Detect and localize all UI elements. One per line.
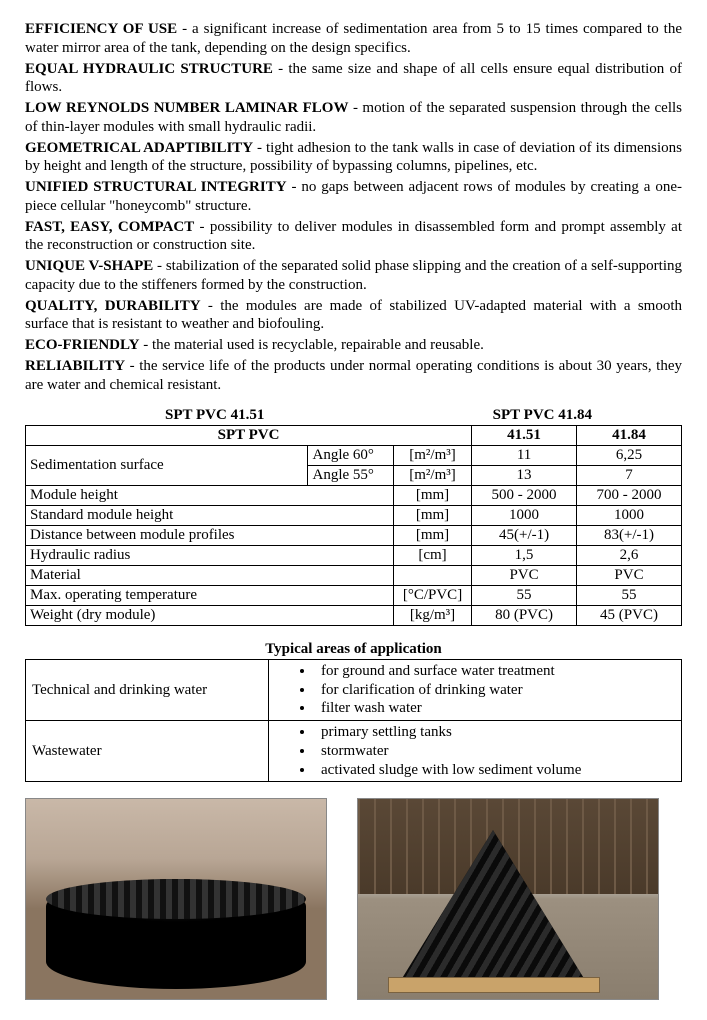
cell-label: Distance between module profiles	[26, 526, 394, 546]
applications-table: Technical and drinking water for ground …	[25, 659, 682, 783]
feature-item: RELIABILITY - the service life of the pr…	[25, 357, 682, 395]
product-photo-circular-module	[25, 798, 327, 1000]
cell-label: Material	[26, 566, 394, 586]
val-a60-2: 6,25	[577, 446, 682, 466]
cell-v1: 500 - 2000	[472, 486, 577, 506]
cell-label: Weight (dry module)	[26, 606, 394, 626]
cell-v1: 45(+/-1)	[472, 526, 577, 546]
spec-top-labels: SPT PVC 41.51 SPT PVC 41.84	[25, 406, 682, 425]
cell-unit: [mm]	[393, 506, 471, 526]
app-waste-label: Wastewater	[26, 721, 269, 782]
list-item: activated sludge with low sediment volum…	[315, 761, 675, 780]
feature-item: QUALITY, DURABILITY - the modules are ma…	[25, 297, 682, 335]
cell-label: Hydraulic radius	[26, 546, 394, 566]
feature-term: UNIFIED STRUCTURAL INTEGRITY	[25, 179, 287, 195]
cell-v1: 1000	[472, 506, 577, 526]
cell-v2: 55	[577, 586, 682, 606]
spec-top-left: SPT PVC 41.51	[165, 406, 264, 425]
cell-v2: 2,6	[577, 546, 682, 566]
applications-title: Typical areas of application	[25, 640, 682, 659]
table-row: Max. operating temperature [°C/PVC] 55 5…	[26, 586, 682, 606]
app-tech-label: Technical and drinking water	[26, 659, 269, 720]
feature-term: UNIQUE V-SHAPE	[25, 258, 153, 274]
product-photo-v-shape-module	[357, 798, 659, 1000]
spec-col-4184: 41.84	[577, 426, 682, 446]
list-item: for clarification of drinking water	[315, 681, 675, 700]
list-item: primary settling tanks	[315, 723, 675, 742]
cell-label: Module height	[26, 486, 394, 506]
table-row: Distance between module profiles [mm] 45…	[26, 526, 682, 546]
cell-unit: [°C/PVC]	[393, 586, 471, 606]
photo-row	[25, 798, 682, 1000]
cell-v1: PVC	[472, 566, 577, 586]
app-waste-items: primary settling tanksstormwateractivate…	[269, 721, 682, 782]
table-row: Module height [mm] 500 - 2000 700 - 2000	[26, 486, 682, 506]
list-item: filter wash water	[315, 699, 675, 718]
val-a60-1: 11	[472, 446, 577, 466]
val-a55-2: 7	[577, 466, 682, 486]
angle60: Angle 60°	[308, 446, 393, 466]
feature-item: UNIQUE V-SHAPE - stabilization of the se…	[25, 257, 682, 295]
cell-v2: 1000	[577, 506, 682, 526]
spec-top-right: SPT PVC 41.84	[493, 406, 592, 425]
list-item: stormwater	[315, 742, 675, 761]
feature-term: GEOMETRICAL ADAPTIBILITY	[25, 140, 253, 156]
app-tech-items: for ground and surface water treatmentfo…	[269, 659, 682, 720]
row-sed-surface: Sedimentation surface	[26, 446, 308, 486]
cell-v2: 700 - 2000	[577, 486, 682, 506]
feature-desc: - the material used is recyclable, repai…	[139, 337, 483, 353]
feature-term: RELIABILITY	[25, 358, 125, 374]
cell-unit: [mm]	[393, 526, 471, 546]
cell-unit: [mm]	[393, 486, 471, 506]
cell-v2: 83(+/-1)	[577, 526, 682, 546]
feature-item: FAST, EASY, COMPACT - possibility to del…	[25, 218, 682, 256]
cell-label: Standard module height	[26, 506, 394, 526]
cell-v1: 55	[472, 586, 577, 606]
feature-item: EFFICIENCY OF USE - a significant increa…	[25, 20, 682, 58]
table-row: Standard module height [mm] 1000 1000	[26, 506, 682, 526]
feature-item: UNIFIED STRUCTURAL INTEGRITY - no gaps b…	[25, 178, 682, 216]
feature-term: QUALITY, DURABILITY	[25, 298, 201, 314]
cell-v1: 80 (PVC)	[472, 606, 577, 626]
spec-group-header: SPT PVC	[26, 426, 472, 446]
cell-label: Max. operating temperature	[26, 586, 394, 606]
feature-item: GEOMETRICAL ADAPTIBILITY - tight adhesio…	[25, 139, 682, 177]
val-a55-1: 13	[472, 466, 577, 486]
feature-term: LOW REYNOLDS NUMBER LAMINAR FLOW	[25, 100, 348, 116]
cell-v2: PVC	[577, 566, 682, 586]
spec-col-4151: 41.51	[472, 426, 577, 446]
feature-term: ECO-FRIENDLY	[25, 337, 139, 353]
cell-v1: 1,5	[472, 546, 577, 566]
cell-v2: 45 (PVC)	[577, 606, 682, 626]
table-row: Weight (dry module) [kg/m³] 80 (PVC) 45 …	[26, 606, 682, 626]
table-row: Material PVC PVC	[26, 566, 682, 586]
feature-item: EQUAL HYDRAULIC STRUCTURE - the same siz…	[25, 60, 682, 98]
feature-term: FAST, EASY, COMPACT	[25, 219, 194, 235]
feature-item: LOW REYNOLDS NUMBER LAMINAR FLOW - motio…	[25, 99, 682, 137]
feature-term: EFFICIENCY OF USE	[25, 21, 177, 37]
cell-unit: [kg/m³]	[393, 606, 471, 626]
angle55: Angle 55°	[308, 466, 393, 486]
feature-term: EQUAL HYDRAULIC STRUCTURE	[25, 61, 273, 77]
unit-a55: [m²/m³]	[393, 466, 471, 486]
list-item: for ground and surface water treatment	[315, 662, 675, 681]
feature-item: ECO-FRIENDLY - the material used is recy…	[25, 336, 682, 355]
feature-list: EFFICIENCY OF USE - a significant increa…	[25, 20, 682, 394]
table-row: Hydraulic radius [cm] 1,5 2,6	[26, 546, 682, 566]
cell-unit	[393, 566, 471, 586]
unit-a60: [m²/m³]	[393, 446, 471, 466]
spec-table: SPT PVC 41.51 41.84 Sedimentation surfac…	[25, 425, 682, 626]
cell-unit: [cm]	[393, 546, 471, 566]
